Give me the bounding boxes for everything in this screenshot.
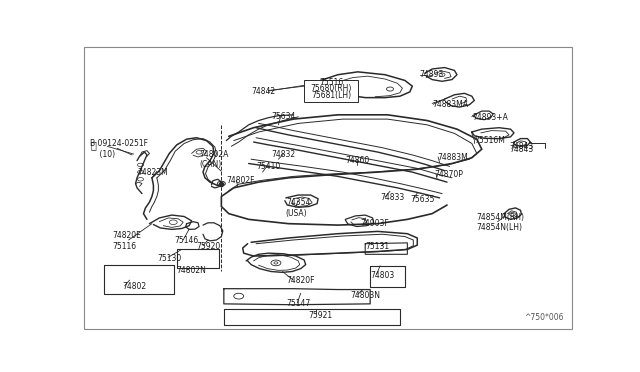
Text: 74883M: 74883M xyxy=(437,153,468,162)
Text: 75635: 75635 xyxy=(410,195,434,204)
Text: 74842: 74842 xyxy=(251,87,275,96)
Text: 74802N: 74802N xyxy=(177,266,207,275)
Text: 74820E
75116: 74820E 75116 xyxy=(112,231,141,251)
Text: 75921: 75921 xyxy=(308,311,332,320)
Text: 74832: 74832 xyxy=(271,150,295,160)
Text: 74833: 74833 xyxy=(380,193,404,202)
Text: 74860: 74860 xyxy=(346,156,370,165)
Text: 74870P: 74870P xyxy=(435,170,463,179)
Text: 74803N: 74803N xyxy=(350,291,380,300)
Text: 74802F: 74802F xyxy=(227,176,255,185)
Text: Ⓑ: Ⓑ xyxy=(91,141,97,150)
Text: 75634: 75634 xyxy=(271,112,295,121)
Text: 74843: 74843 xyxy=(509,142,533,151)
Text: 75920: 75920 xyxy=(196,242,221,251)
Text: 75131: 75131 xyxy=(365,242,389,251)
Text: 75516M: 75516M xyxy=(474,136,505,145)
Text: 74893+A: 74893+A xyxy=(472,113,508,122)
Text: 75130: 75130 xyxy=(157,254,181,263)
Text: B 09124-0251F
    (10): B 09124-0251F (10) xyxy=(90,140,148,159)
Text: 75516: 75516 xyxy=(319,78,343,87)
Text: 74893: 74893 xyxy=(420,70,444,79)
Circle shape xyxy=(220,182,223,185)
Text: 74854M(RH)
74854N(LH): 74854M(RH) 74854N(LH) xyxy=(477,212,525,232)
Text: 74354
(USA): 74354 (USA) xyxy=(286,198,310,218)
Text: 74903F: 74903F xyxy=(360,219,389,228)
Text: 74802A
(CAN): 74802A (CAN) xyxy=(199,150,228,169)
Text: 74883MA: 74883MA xyxy=(432,100,468,109)
Text: 75680(RH): 75680(RH) xyxy=(310,84,351,93)
Text: 74823M: 74823M xyxy=(137,168,168,177)
Text: 75681(LH): 75681(LH) xyxy=(311,90,351,100)
Text: 74820F: 74820F xyxy=(286,276,314,285)
Text: 75410: 75410 xyxy=(256,162,280,171)
Bar xyxy=(304,80,358,102)
Text: 74843: 74843 xyxy=(509,145,533,154)
Text: 74803: 74803 xyxy=(370,271,394,280)
Text: 75146: 75146 xyxy=(174,236,198,246)
Text: 74802: 74802 xyxy=(122,282,147,291)
Text: ^750*006: ^750*006 xyxy=(524,313,563,322)
Text: 75147: 75147 xyxy=(286,299,310,308)
